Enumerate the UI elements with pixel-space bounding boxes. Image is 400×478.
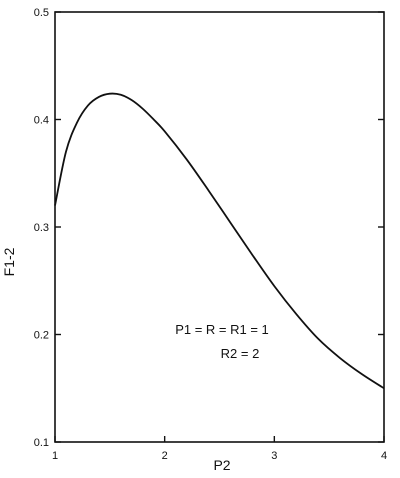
y-tick-label: 0.5 <box>34 7 49 19</box>
x-tick-label: 2 <box>162 450 168 462</box>
x-tick-label: 1 <box>52 450 58 462</box>
y-tick-label: 0.2 <box>34 330 49 342</box>
x-axis-label: P2 <box>213 457 230 473</box>
tick-labels: 1 2 3 4 0.1 0.2 0.3 0.4 0.5 <box>34 7 387 462</box>
y-tick-label: 0.3 <box>34 222 49 234</box>
y-axis-label: F1-2 <box>1 247 17 276</box>
annotation-params: P1 = R = R1 = 1 <box>175 322 269 337</box>
series-line <box>54 92 385 390</box>
annotation-r2: R2 = 2 <box>221 346 260 361</box>
y-tick-label: 0.1 <box>34 437 49 449</box>
y-tick-label: 0.4 <box>34 115 49 127</box>
x-tick-label: 4 <box>381 450 387 462</box>
plot-frame <box>54 11 385 443</box>
x-tick-label: 3 <box>271 450 277 462</box>
ticks <box>54 11 385 443</box>
